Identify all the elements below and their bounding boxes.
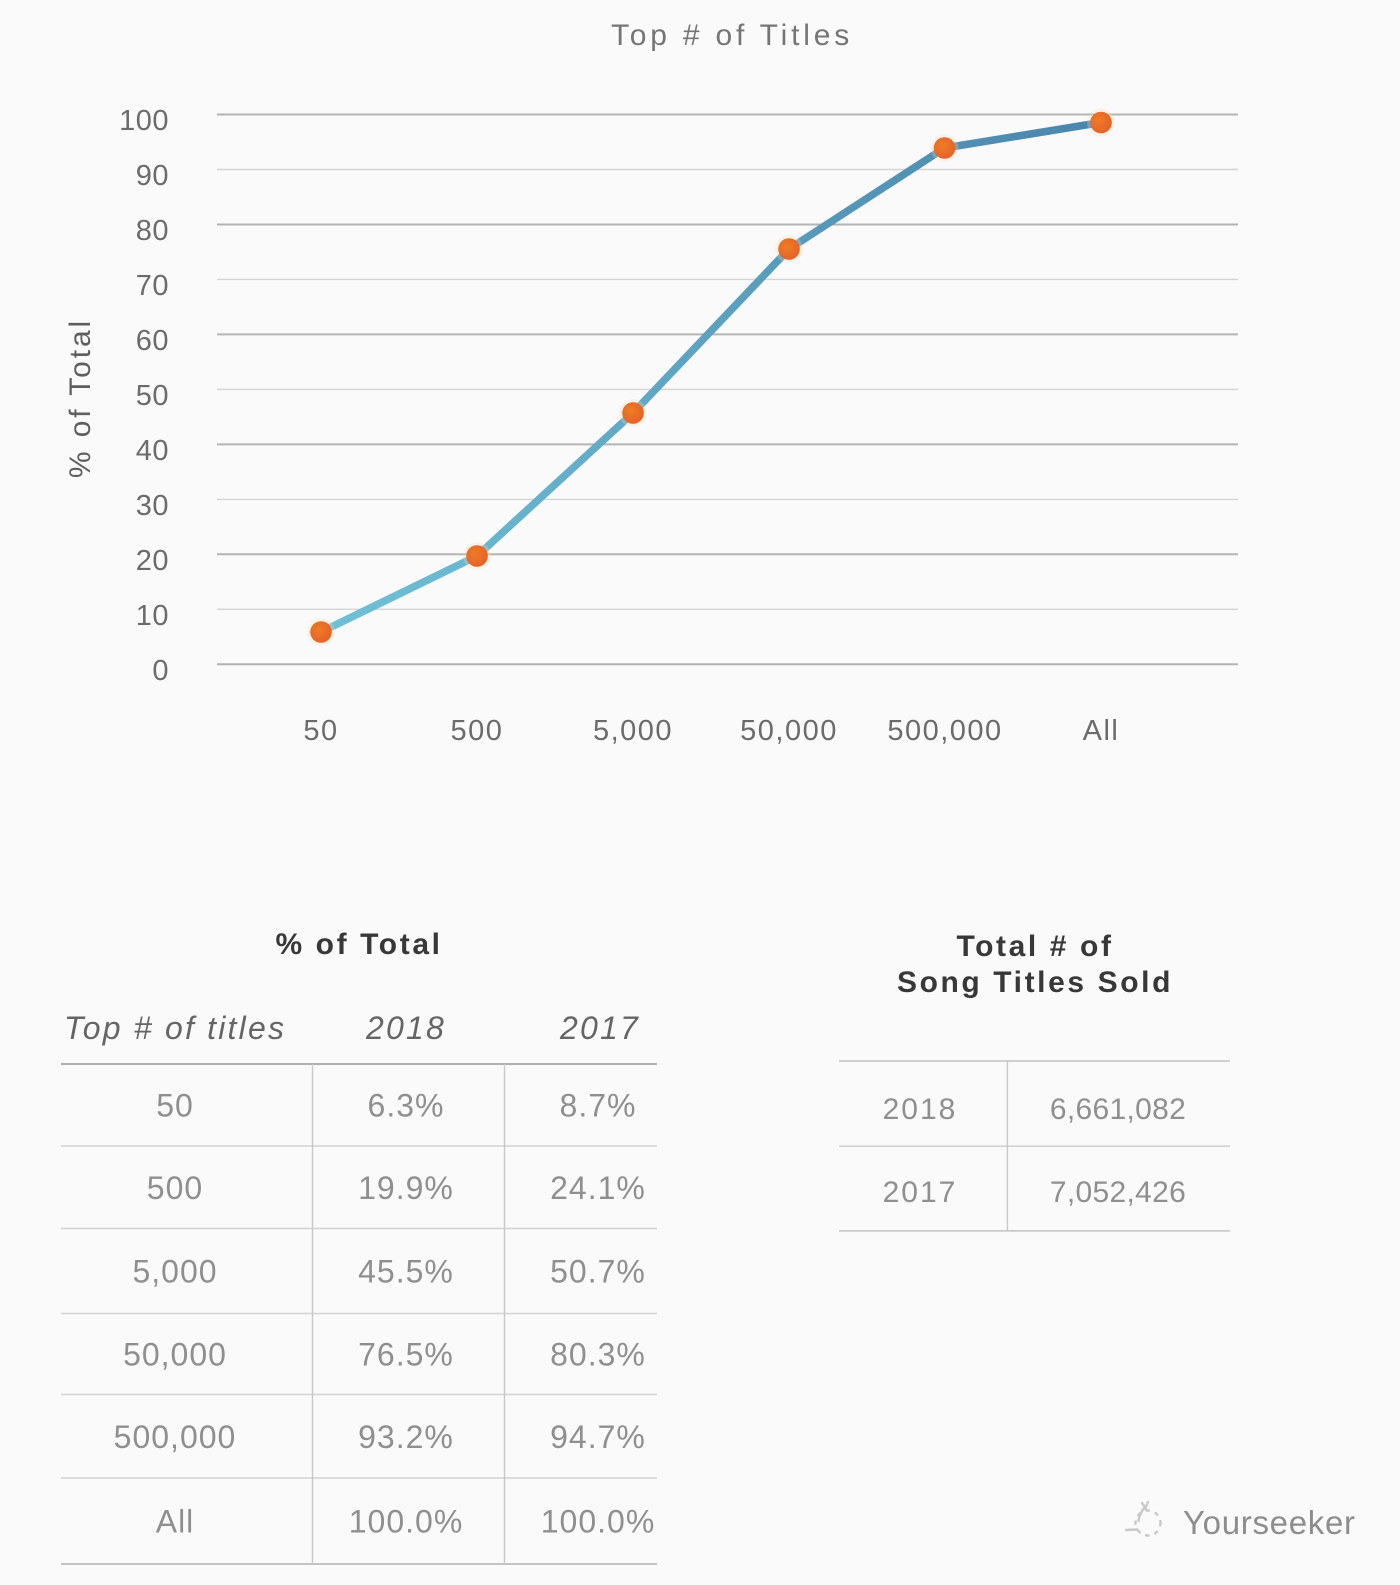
svg-text:500,000: 500,000 [114,1419,237,1455]
svg-text:93.2%: 93.2% [358,1419,454,1455]
svg-text:40: 40 [136,435,169,467]
svg-text:2018: 2018 [365,1010,446,1046]
svg-text:50: 50 [156,1088,194,1124]
svg-text:5,000: 5,000 [593,715,673,747]
svg-text:2018: 2018 [883,1093,958,1126]
svg-text:8.7%: 8.7% [560,1088,637,1124]
svg-text:7,052,426: 7,052,426 [1050,1176,1186,1209]
svg-text:50,000: 50,000 [740,715,838,747]
svg-text:Total # of: Total # of [956,930,1113,963]
svg-text:50.7%: 50.7% [550,1254,646,1290]
svg-text:500: 500 [147,1170,203,1206]
svg-text:6.3%: 6.3% [368,1088,445,1124]
svg-text:% of Total: % of Total [64,318,97,478]
svg-text:20: 20 [136,545,169,577]
svg-text:70: 70 [136,270,169,302]
svg-text:0: 0 [152,655,169,687]
svg-text:10: 10 [136,600,169,632]
svg-text:% of Total: % of Total [275,928,442,961]
svg-text:76.5%: 76.5% [358,1337,454,1373]
svg-text:30: 30 [136,490,169,522]
svg-text:5,000: 5,000 [132,1254,217,1290]
svg-text:50,000: 50,000 [123,1337,227,1373]
svg-text:50: 50 [136,380,169,412]
svg-text:All: All [156,1504,195,1540]
svg-text:Top # of titles: Top # of titles [64,1010,286,1046]
svg-text:19.9%: 19.9% [358,1170,454,1206]
svg-text:6,661,082: 6,661,082 [1050,1093,1186,1126]
svg-text:500,000: 500,000 [887,715,1002,747]
svg-text:All: All [1083,715,1120,747]
svg-text:60: 60 [136,325,169,357]
svg-text:100.0%: 100.0% [541,1504,656,1540]
svg-text:Song Titles Sold: Song Titles Sold [897,966,1173,999]
svg-text:80: 80 [136,215,169,247]
svg-text:45.5%: 45.5% [358,1254,454,1290]
svg-text:24.1%: 24.1% [550,1170,646,1206]
svg-text:500: 500 [451,715,504,747]
svg-text:50: 50 [303,715,338,747]
svg-text:Yourseeker: Yourseeker [1183,1504,1356,1541]
svg-text:94.7%: 94.7% [550,1419,646,1455]
svg-text:90: 90 [136,160,169,192]
svg-text:2017: 2017 [883,1176,958,1209]
svg-text:100.0%: 100.0% [349,1504,464,1540]
svg-text:Top # of Titles: Top # of Titles [611,19,853,52]
svg-text:100: 100 [119,105,169,137]
svg-text:2017: 2017 [559,1010,640,1046]
svg-text:80.3%: 80.3% [550,1337,646,1373]
